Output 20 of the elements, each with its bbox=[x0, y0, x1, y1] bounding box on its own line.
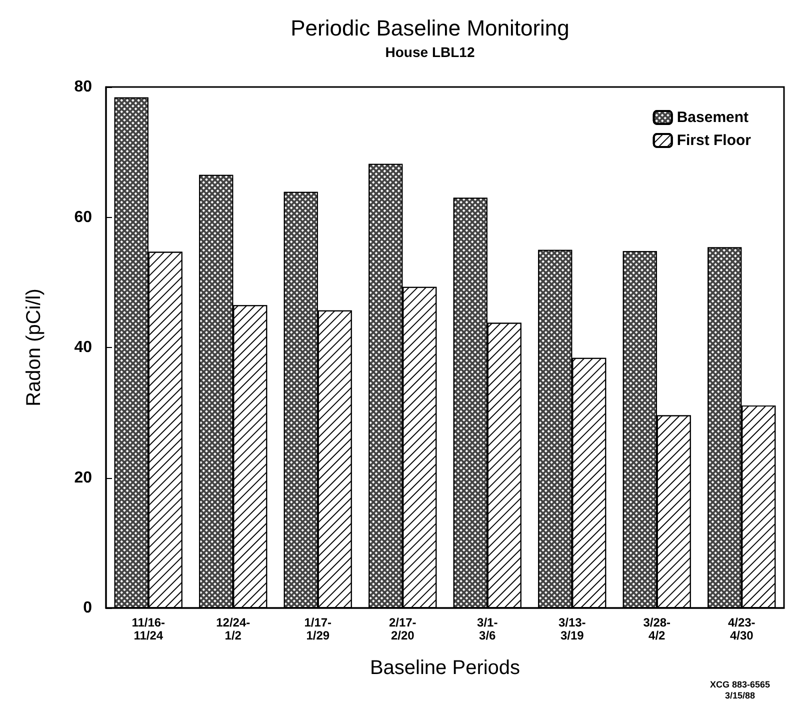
x-axis-title: Baseline Periods bbox=[370, 657, 520, 679]
x-tick-label: 12/24- 1/2 bbox=[216, 616, 250, 642]
y-axis-title: Radon (pCi/l) bbox=[23, 288, 45, 406]
chart-subtitle: House LBL12 bbox=[385, 44, 475, 60]
x-tick-label: 1/17- 1/29 bbox=[304, 616, 332, 642]
x-tick-label: 11/16- 11/24 bbox=[132, 616, 166, 642]
y-tick-label: 60 bbox=[74, 208, 92, 226]
chart-title: Periodic Baseline Monitoring bbox=[290, 16, 570, 40]
x-tick-label: 4/23- 4/30 bbox=[728, 616, 756, 642]
x-tick-label: 3/1- 3/6 bbox=[477, 616, 498, 642]
y-tick-label: 40 bbox=[74, 339, 92, 356]
y-tick-label: 0 bbox=[83, 600, 92, 616]
legend-label: First Floor bbox=[676, 132, 752, 149]
y-tick-label: 20 bbox=[74, 469, 92, 486]
x-tick-label: 3/28- 4/2 bbox=[643, 616, 671, 642]
x-tick-label: 3/13- 3/19 bbox=[558, 616, 586, 642]
y-tick-label: 80 bbox=[74, 78, 92, 96]
x-tick-label: 2/17- 2/20 bbox=[388, 616, 416, 642]
text: XCG 883-6565 3/15/88 bbox=[710, 680, 770, 700]
legend-label: Basement bbox=[676, 109, 749, 126]
